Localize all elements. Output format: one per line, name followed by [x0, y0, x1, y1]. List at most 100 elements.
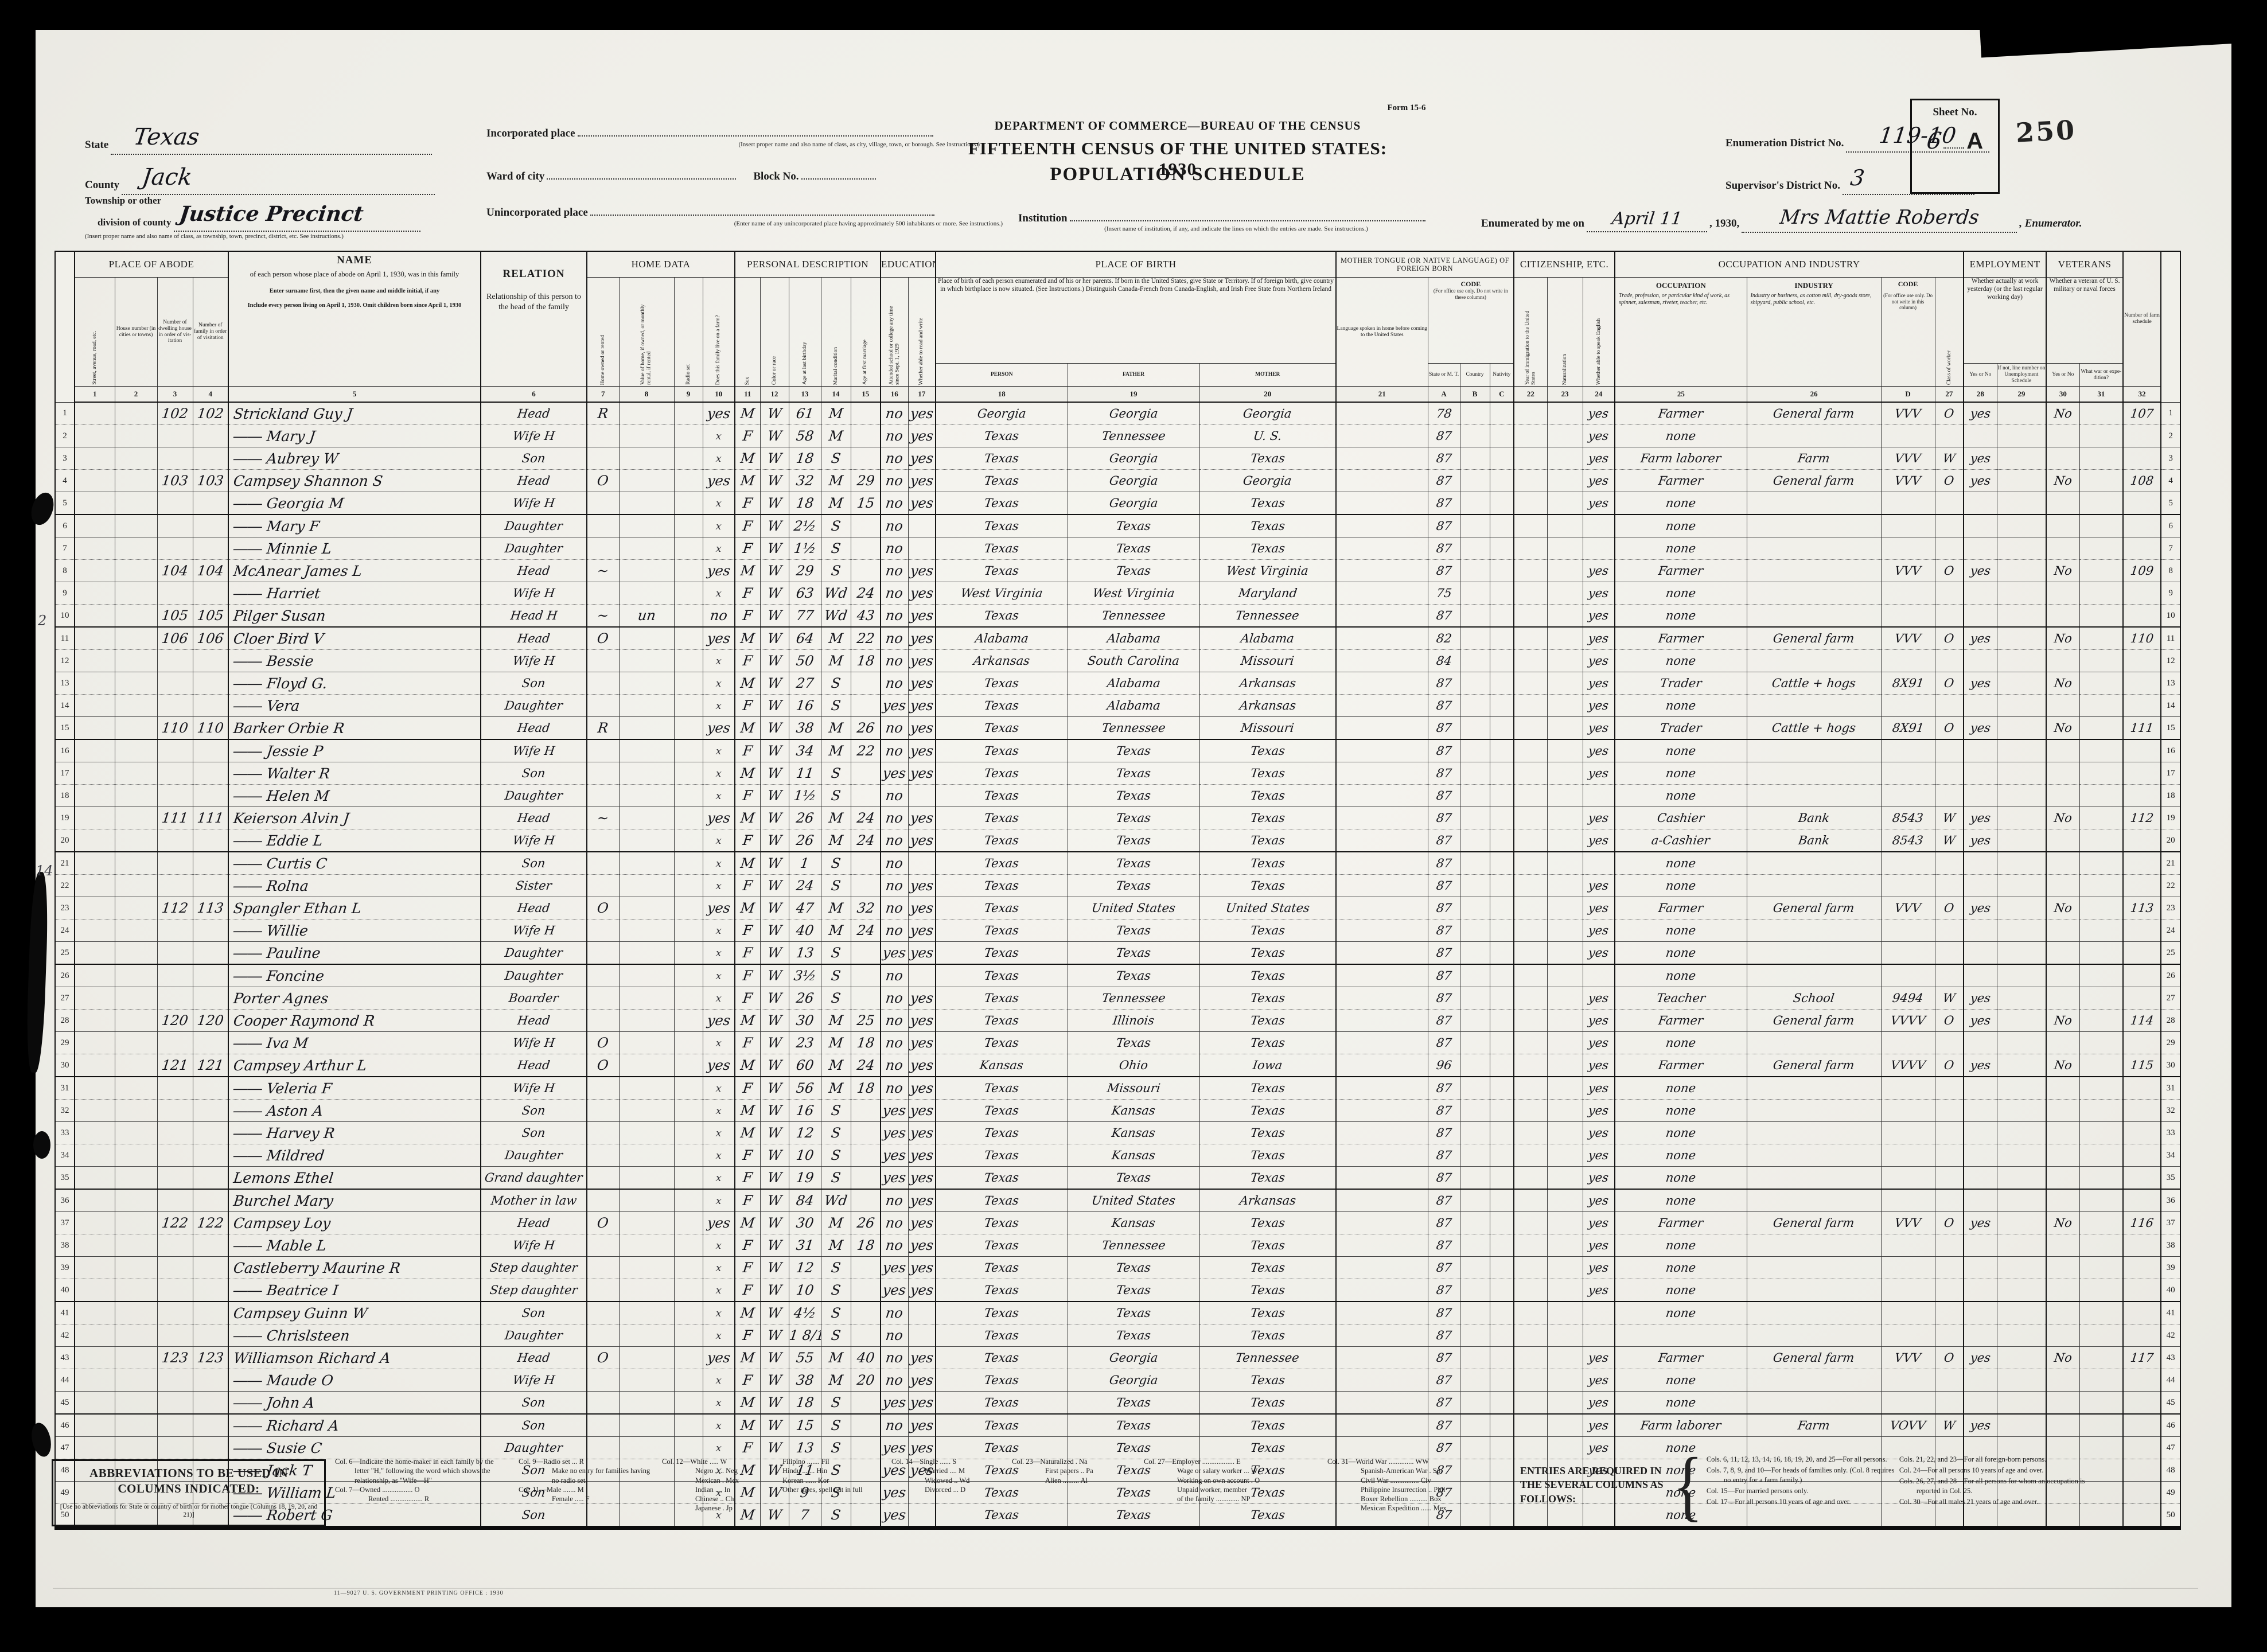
data-cell: Ohio [1068, 1054, 1200, 1077]
data-cell [1935, 1234, 1965, 1257]
data-cell [1935, 1166, 1965, 1189]
data-cell: General farm [1747, 1009, 1882, 1032]
data-cell [587, 964, 620, 987]
data-cell [2079, 897, 2124, 919]
data-cell [1997, 604, 2047, 627]
data-cell: yes [908, 1234, 937, 1257]
data-cell: Texas [1068, 762, 1200, 785]
data-cell: yes [703, 1346, 736, 1369]
data-cell: M [821, 739, 851, 762]
data-cell [2079, 1077, 2124, 1100]
data-cell: S [821, 1503, 851, 1528]
data-cell: no [881, 784, 909, 807]
data-cell [193, 1031, 229, 1054]
incorporated-field: Incorporated place (Insert proper name a… [486, 127, 980, 148]
data-cell [2123, 1459, 2162, 1482]
data-cell: Texas [1199, 1369, 1337, 1392]
col-dwelling-number: Num­ber of dwell­ing house in order of v… [157, 277, 193, 387]
data-cell [2123, 919, 2162, 942]
data-cell: ―― Vera [228, 694, 481, 717]
data-cell [674, 1009, 703, 1032]
data-cell: yes [1964, 1346, 1997, 1369]
data-cell [75, 1054, 115, 1077]
data-cell [115, 739, 158, 762]
data-cell [587, 1077, 620, 1100]
data-cell [587, 1302, 620, 1324]
data-cell [1460, 1189, 1490, 1212]
data-cell: Texas [1199, 739, 1337, 762]
abbreviation-line: Col. 12—White ..... W [662, 1458, 727, 1466]
data-cell: yes [1583, 1144, 1616, 1167]
data-cell: 77 [789, 604, 821, 627]
data-cell [851, 1391, 882, 1414]
data-cell [1964, 1369, 1997, 1392]
data-cell [2079, 829, 2124, 852]
data-cell [1935, 424, 1965, 447]
column-number: 29 [1997, 386, 2047, 403]
data-cell [1547, 1302, 1583, 1324]
data-cell [1747, 1189, 1882, 1212]
data-cell: Texas [936, 1503, 1068, 1528]
data-cell: x [703, 1391, 736, 1414]
data-cell: yes [908, 1121, 937, 1144]
data-cell [1460, 739, 1490, 762]
data-cell: Texas [936, 784, 1068, 807]
data-cell: W [1935, 447, 1965, 470]
data-cell: M [821, 469, 851, 492]
data-cell: ―― Iva M [228, 1031, 481, 1054]
data-cell: x [703, 941, 736, 964]
data-cell [851, 987, 882, 1010]
data-cell [674, 515, 703, 537]
data-cell [1336, 762, 1428, 785]
data-cell: M [735, 1211, 761, 1234]
data-cell [1490, 1279, 1515, 1302]
abbreviation-line: Mexican . Mex [695, 1476, 739, 1485]
data-cell [851, 559, 882, 582]
data-cell [115, 784, 158, 807]
data-cell [193, 941, 229, 964]
data-cell [1336, 784, 1428, 807]
data-cell [1514, 1211, 1548, 1234]
data-cell: Georgia [1199, 469, 1337, 492]
data-cell: x [703, 1031, 736, 1054]
scan-bottom-streak [53, 1588, 2198, 1589]
data-cell [674, 829, 703, 852]
data-cell [1460, 1503, 1490, 1528]
data-cell: VVVV [1881, 1009, 1935, 1032]
data-cell: ―― Walter R [228, 762, 481, 785]
data-cell [2123, 604, 2162, 627]
data-cell: ―― Harriet [228, 582, 481, 605]
data-cell: 84 [1428, 649, 1460, 672]
data-cell [1747, 1144, 1882, 1167]
data-cell [2046, 1459, 2080, 1482]
data-cell: VOVV [1881, 1414, 1935, 1437]
data-cell: General farm [1747, 402, 1882, 425]
data-cell: ~ [587, 806, 620, 829]
data-cell: 31 [789, 1234, 821, 1257]
data-cell: Texas [936, 716, 1068, 739]
data-cell: no [881, 469, 909, 492]
data-cell [2079, 1166, 2124, 1189]
data-cell [1547, 987, 1583, 1010]
data-cell [908, 1324, 937, 1347]
col-industry: INDUSTRY Industry or business, as cot­ton… [1747, 277, 1882, 387]
data-cell: Texas [936, 987, 1068, 1010]
data-cell: un [619, 604, 675, 627]
data-cell: O [1935, 897, 1965, 919]
data-cell: Georgia [1068, 492, 1200, 515]
data-cell: yes [1583, 919, 1616, 942]
abbreviation-line: Col. 23—Naturalized . Na [1012, 1458, 1088, 1466]
data-cell: Son [481, 762, 587, 785]
data-cell [1514, 739, 1548, 762]
data-cell: Texas [936, 1369, 1068, 1392]
data-cell [1881, 1144, 1935, 1167]
data-cell [115, 1256, 158, 1279]
data-cell [619, 582, 675, 605]
data-cell: 61 [789, 402, 821, 425]
data-cell [1336, 1279, 1428, 1302]
data-cell: Son [481, 1459, 587, 1482]
line-number: 19 [55, 806, 75, 829]
data-cell: Farmer [1615, 897, 1747, 919]
data-cell: Head [481, 402, 587, 425]
data-cell: none [1615, 515, 1747, 537]
